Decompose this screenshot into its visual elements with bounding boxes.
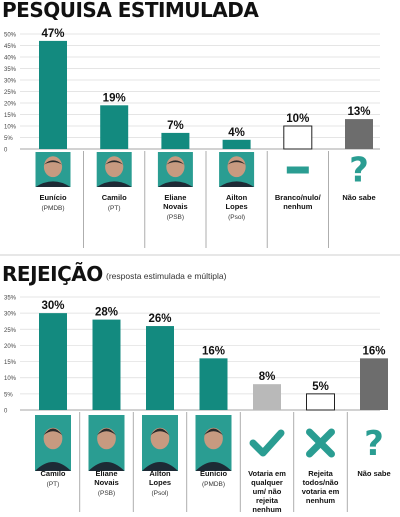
hair-icon-pesquisa-2 bbox=[166, 160, 185, 165]
pesquisa-tick-label: 35% bbox=[4, 67, 17, 73]
rejeicao-tick-label: 0 bbox=[4, 409, 8, 415]
dash-icon bbox=[286, 166, 309, 174]
rejeicao-data-label-3: 16% bbox=[202, 345, 225, 357]
pesquisa-data-label-5: 13% bbox=[347, 106, 370, 118]
face-icon-rejeicao-2 bbox=[150, 427, 170, 450]
pesquisa-tick-label: 30% bbox=[4, 79, 17, 85]
shoulders-icon-pesquisa-0 bbox=[35, 181, 71, 187]
face-icon-pesquisa-3 bbox=[227, 156, 246, 178]
rejeicao-data-label-4: 8% bbox=[259, 371, 276, 383]
face-icon-rejeicao-3 bbox=[204, 427, 223, 450]
rejeicao-party-label-3: (PMDB) bbox=[202, 481, 225, 488]
shoulders-icon-pesquisa-2 bbox=[157, 181, 193, 187]
pesquisa-tick-label: 50% bbox=[4, 33, 17, 39]
pesquisa-category-label-3: Ailton Lopes bbox=[226, 193, 248, 211]
shoulders-icon-rejeicao-1 bbox=[88, 462, 125, 471]
pesquisa-data-label-4: 10% bbox=[286, 113, 309, 125]
shoulders-icon-rejeicao-0 bbox=[35, 462, 71, 471]
rejeicao-tick-label: 10% bbox=[4, 376, 17, 382]
rejeicao-bar-3 bbox=[199, 358, 228, 410]
rejeicao-tick-label: 20% bbox=[4, 344, 17, 350]
face-icon-rejeicao-0 bbox=[43, 427, 63, 450]
rejeicao-category-label-5: Rejeita todos/não votaria em nenhum bbox=[302, 469, 340, 505]
question-icon: ? bbox=[349, 151, 369, 191]
rejeicao-data-label-5: 5% bbox=[312, 381, 329, 393]
face-icon-rejeicao-1 bbox=[97, 427, 116, 450]
face-icon-pesquisa-1 bbox=[105, 156, 124, 178]
pesquisa-party-label-0: (PMDB) bbox=[41, 205, 64, 212]
pesquisa-bar-4 bbox=[283, 125, 313, 150]
pesquisa-tick-label: 25% bbox=[4, 90, 17, 96]
pesquisa-bar-3 bbox=[222, 139, 251, 149]
rejeicao-category-label-4: Votaria em qualquer um/ não rejeita nenhum bbox=[248, 469, 286, 514]
rejeicao-tick-label: 30% bbox=[4, 312, 17, 318]
pesquisa-bar-2 bbox=[161, 132, 190, 149]
face-icon-pesquisa-2 bbox=[166, 156, 185, 178]
pesquisa-tick-label: 5% bbox=[4, 136, 13, 142]
pesquisa-category-label-0: Eunício bbox=[39, 193, 67, 202]
hair-icon-pesquisa-0 bbox=[43, 160, 63, 165]
question-icon: ? bbox=[364, 424, 384, 464]
pesquisa-category-label-1: Camilo bbox=[102, 193, 127, 202]
pesquisa-category-label-2: Eliane Novais bbox=[163, 193, 188, 211]
face-icon-pesquisa-0 bbox=[43, 156, 63, 178]
pesquisa-data-label-0: 47% bbox=[41, 28, 64, 40]
rejeicao-category-label-6: Não sabe bbox=[357, 469, 390, 478]
rejeicao-tick-label: 5% bbox=[4, 392, 13, 398]
rejeicao-bar-5 bbox=[306, 393, 335, 411]
rejeicao-bar-4 bbox=[253, 384, 281, 410]
pesquisa-party-label-2: (PSB) bbox=[167, 214, 184, 221]
pesquisa-tick-label: 20% bbox=[4, 102, 17, 108]
pesquisa-tick-label: 15% bbox=[4, 113, 17, 119]
rejeicao-tick-label: 25% bbox=[4, 328, 17, 334]
rejeicao-bar-0 bbox=[39, 313, 67, 410]
rejeicao-data-label-0: 30% bbox=[41, 300, 64, 312]
pesquisa-bar-5 bbox=[345, 119, 373, 149]
rejeicao-data-label-2: 26% bbox=[148, 313, 171, 325]
rejeicao-category-label-2: Ailton Lopes bbox=[149, 469, 171, 487]
pesquisa-category-label-4: Branco/nulo/nenhum bbox=[275, 193, 322, 211]
pesquisa-tick-label: 45% bbox=[4, 44, 17, 50]
pesquisa-data-label-2: 7% bbox=[167, 120, 184, 132]
rejeicao-category-label-3: Eunício bbox=[200, 469, 228, 478]
pesquisa-data-label-3: 4% bbox=[228, 127, 245, 139]
pesquisa-bar-0 bbox=[39, 40, 67, 149]
hair-icon-rejeicao-2 bbox=[150, 428, 170, 436]
check-icon bbox=[249, 429, 285, 457]
rejeicao-category-label-0: Camilo bbox=[40, 469, 65, 478]
shoulders-icon-rejeicao-3 bbox=[195, 462, 232, 471]
pesquisa-tick-label: 0 bbox=[4, 148, 8, 154]
hair-icon-rejeicao-3 bbox=[204, 428, 223, 436]
rejeicao-bar-6 bbox=[360, 358, 388, 410]
rejeicao-tick-label: 15% bbox=[4, 360, 17, 366]
rejeicao-party-label-2: (Psol) bbox=[152, 490, 169, 497]
rejeicao-data-label-1: 28% bbox=[95, 307, 118, 319]
pesquisa-tick-label: 10% bbox=[4, 125, 17, 131]
shoulders-icon-rejeicao-2 bbox=[142, 462, 178, 471]
shoulders-icon-pesquisa-3 bbox=[219, 181, 255, 187]
pesquisa-category-label-5: Não sabe bbox=[342, 193, 375, 202]
chart-title-rejeicao: REJEIÇÃO bbox=[2, 262, 103, 286]
hair-icon-pesquisa-3 bbox=[227, 160, 246, 165]
pesquisa-tick-label: 40% bbox=[4, 56, 17, 62]
chart-title-pesquisa: PESQUISA ESTIMULADA bbox=[2, 0, 259, 22]
rejeicao-tick-label: 35% bbox=[4, 296, 17, 302]
pesquisa-data-label-1: 19% bbox=[103, 92, 126, 104]
rejeicao-data-label-6: 16% bbox=[362, 345, 385, 357]
pesquisa-party-label-1: (PT) bbox=[108, 205, 121, 212]
rejeicao-bar-2 bbox=[146, 326, 174, 410]
hair-icon-rejeicao-1 bbox=[97, 428, 116, 436]
hair-icon-rejeicao-0 bbox=[43, 428, 63, 436]
rejeicao-party-label-0: (PT) bbox=[47, 481, 60, 488]
rejeicao-bar-1 bbox=[92, 319, 121, 410]
rejeicao-category-label-1: Eliane Novais bbox=[94, 469, 119, 487]
rejeicao-party-label-1: (PSB) bbox=[98, 490, 115, 497]
pesquisa-party-label-3: (Psol) bbox=[228, 214, 245, 221]
hair-icon-pesquisa-1 bbox=[105, 160, 124, 165]
chart-subtitle-rejeicao: (resposta estimulada e múltipla) bbox=[106, 271, 227, 281]
pesquisa-bar-1 bbox=[100, 105, 129, 149]
shoulders-icon-pesquisa-1 bbox=[96, 181, 132, 187]
x-icon bbox=[306, 428, 335, 458]
